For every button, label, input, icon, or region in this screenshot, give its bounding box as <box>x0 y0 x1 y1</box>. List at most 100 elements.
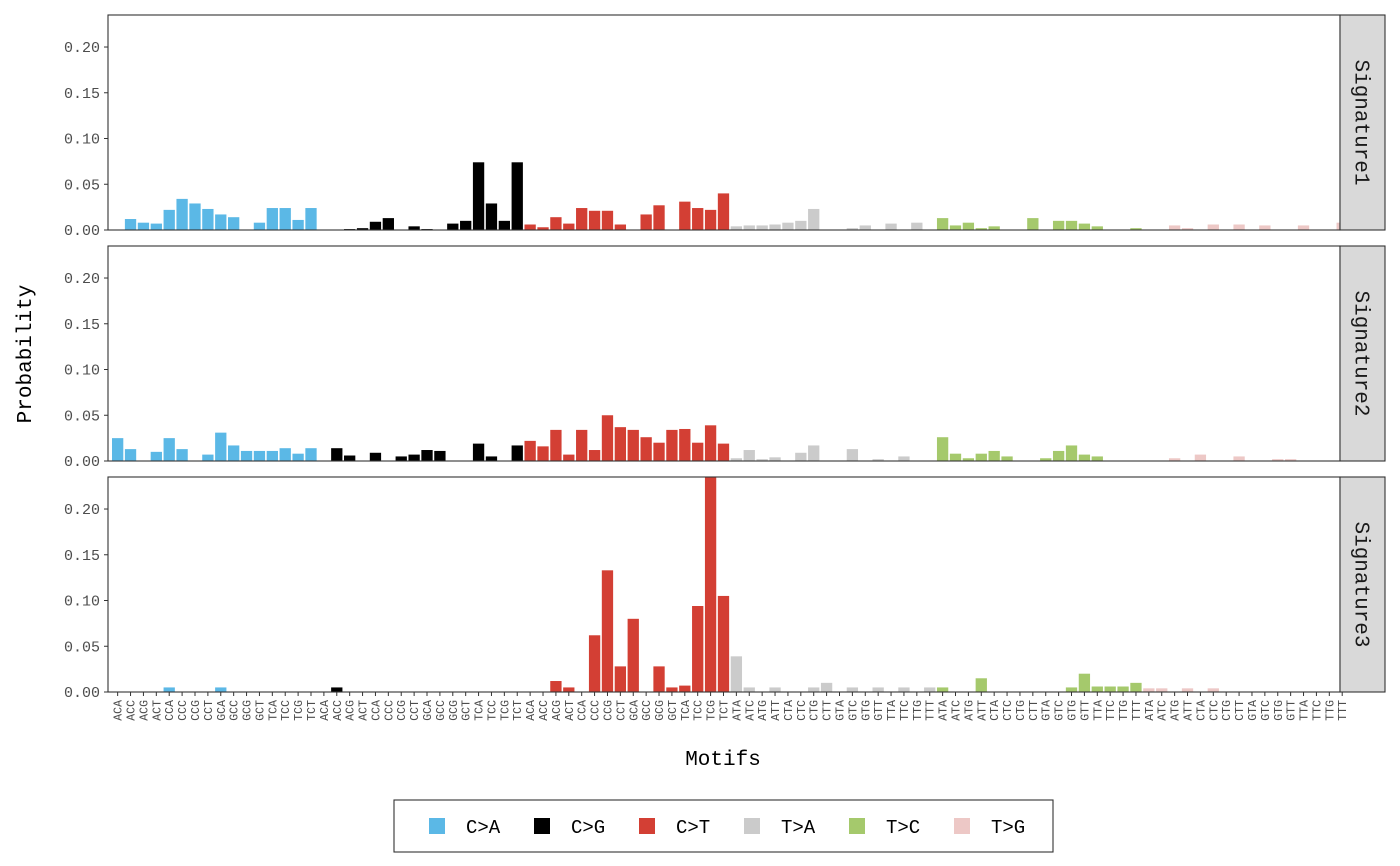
x-tick-label: CCA <box>577 700 590 721</box>
bar <box>163 209 175 230</box>
bar <box>382 218 394 230</box>
x-tick-label: CCT <box>615 700 628 721</box>
bar <box>1194 454 1207 461</box>
x-tick-label: ACA <box>525 700 538 721</box>
bar <box>730 226 743 230</box>
x-tick-label: GCG <box>242 700 255 721</box>
x-tick-label: GTG <box>1067 700 1080 721</box>
legend-label: T>A <box>781 817 816 839</box>
panel-signature3: 0.00 0.05 0.10 0.15 0.20 Signature3 <box>64 476 1386 702</box>
bar <box>653 205 665 230</box>
bar <box>692 442 704 461</box>
x-tick-label: GTG <box>1273 700 1286 721</box>
legend-item: C>G <box>534 817 605 839</box>
bar <box>692 606 704 692</box>
y-tick-label: 0.15 <box>64 317 100 334</box>
bar <box>150 223 162 230</box>
x-tick-label: CTT <box>1028 700 1041 721</box>
legend-swatch <box>849 818 865 834</box>
bar <box>1233 456 1245 461</box>
y-tick-label: 0.15 <box>64 86 100 103</box>
bar <box>163 438 175 461</box>
bar <box>988 450 1000 461</box>
x-tick-label: ATA <box>1144 700 1157 721</box>
y-tick-label: 0.05 <box>64 177 100 194</box>
legend-swatch <box>744 818 760 834</box>
bar <box>485 456 498 461</box>
x-tick-label: ACA <box>319 700 332 721</box>
legend-swatch <box>954 818 970 834</box>
x-tick-label: ACT <box>151 700 164 721</box>
y-tick-label: 0.20 <box>64 40 100 57</box>
x-tick-label: TCT <box>718 700 731 721</box>
bar <box>640 214 652 230</box>
bar <box>472 162 485 230</box>
bar <box>704 477 717 692</box>
bar <box>601 415 614 461</box>
bar <box>279 448 291 461</box>
bar <box>1001 456 1013 461</box>
bar <box>1052 450 1065 461</box>
x-tick-label: GCA <box>628 700 641 721</box>
bar <box>1181 688 1194 692</box>
x-tick-label: TTC <box>899 700 912 721</box>
bar <box>524 224 536 230</box>
bar <box>962 458 975 461</box>
bar <box>769 224 781 230</box>
facet-strip <box>1339 14 1386 231</box>
bar <box>434 450 446 461</box>
bar <box>1078 454 1091 461</box>
bar <box>1130 228 1142 230</box>
bar <box>1168 458 1181 461</box>
bar <box>1297 225 1310 230</box>
x-tick-label: CCT <box>409 700 422 721</box>
x-tick-label: TTC <box>1311 700 1324 721</box>
bar <box>588 210 601 230</box>
legend-item: C>A <box>429 817 501 839</box>
x-tick-label: TCC <box>693 700 706 721</box>
x-tick-label: TCT <box>306 700 319 721</box>
legend-label: T>G <box>991 817 1025 839</box>
x-tick-label: CTC <box>1002 700 1015 721</box>
x-tick-label: ATC <box>1157 700 1170 721</box>
x-tick-label: TTG <box>1324 700 1337 721</box>
x-tick-label: GTC <box>1054 700 1067 721</box>
bar <box>447 223 459 230</box>
bar <box>911 222 923 230</box>
bar <box>795 452 807 461</box>
bar <box>524 440 536 461</box>
bar <box>550 681 562 692</box>
bar <box>988 226 1000 230</box>
x-tick-label: CTT <box>822 700 835 721</box>
bar <box>292 453 304 461</box>
x-tick-label: TCA <box>680 700 693 721</box>
bar <box>331 448 343 461</box>
bar <box>601 570 614 692</box>
bar <box>679 685 691 692</box>
facet-label: Signature3 <box>1349 521 1372 647</box>
x-tick-label: TTT <box>1131 700 1144 721</box>
bar <box>1130 682 1142 692</box>
x-tick-label: GCT <box>667 700 680 721</box>
bar <box>537 446 549 461</box>
bar <box>228 445 240 461</box>
x-tick-label: ACT <box>564 700 577 721</box>
x-tick-label: TCC <box>486 700 499 721</box>
facet-label: Signature1 <box>1349 59 1372 185</box>
bar <box>666 687 678 692</box>
bar <box>150 451 162 461</box>
bar <box>679 428 691 461</box>
bar <box>743 225 755 230</box>
bar <box>898 456 910 461</box>
bar <box>202 208 214 230</box>
x-tick-label: ATT <box>1183 700 1196 721</box>
x-tick-label: GCT <box>254 700 267 721</box>
bar <box>292 219 304 230</box>
bar <box>137 222 150 230</box>
x-tick-label: ATA <box>731 700 744 721</box>
bar <box>846 449 859 461</box>
bar <box>421 450 433 461</box>
bar <box>640 437 652 461</box>
bar <box>782 222 794 230</box>
x-tick-label: CTG <box>809 700 822 721</box>
